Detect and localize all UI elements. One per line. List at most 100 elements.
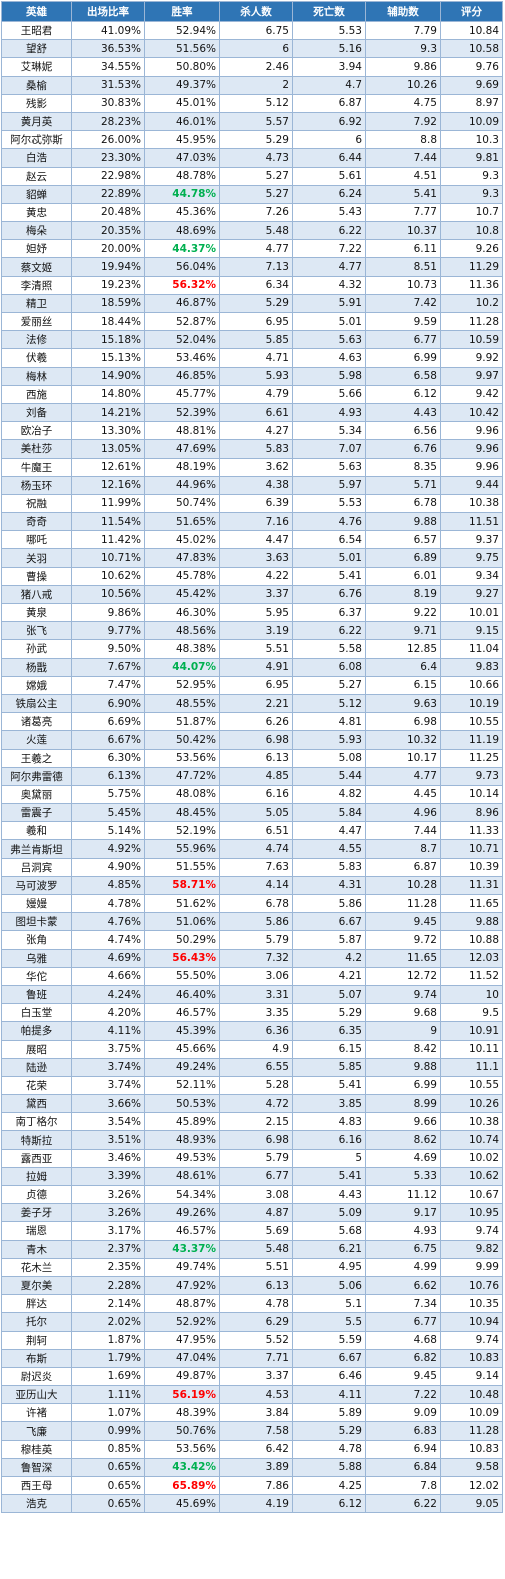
assists-cell: 6.99 (365, 1075, 441, 1096)
assists-cell: 8.99 (365, 1094, 441, 1114)
score-cell: 11.51 (440, 512, 503, 532)
assists-cell: 7.42 (365, 293, 441, 314)
pick-rate-cell: 23.30% (71, 148, 145, 168)
assists-cell: 6.83 (365, 1421, 441, 1441)
win-rate-cell: 49.24% (144, 1057, 220, 1077)
pick-rate-cell: 30.83% (71, 93, 145, 113)
hero-cell: 图坦卡蒙 (1, 912, 72, 932)
pick-rate-cell: 19.94% (71, 257, 145, 277)
deaths-cell: 5.83 (292, 857, 366, 877)
header-score[interactable]: 评分 (440, 1, 503, 22)
assists-cell: 7.92 (365, 111, 441, 132)
hero-cell: 西王母 (1, 1475, 72, 1496)
table-row: 阿尔弗雷德 6.13% 47.72% 4.85 5.44 4.77 9.73 (1, 766, 503, 786)
assists-cell: 6.75 (365, 1239, 441, 1259)
score-cell: 9.3 (440, 166, 503, 186)
table-row: 曹操 10.62% 45.78% 4.22 5.41 6.01 9.34 (1, 566, 503, 586)
assists-cell: 9.45 (365, 912, 441, 932)
deaths-cell: 5.93 (292, 730, 366, 750)
win-rate-cell: 55.50% (144, 966, 220, 986)
assists-cell: 9.09 (365, 1403, 441, 1423)
table-row: 瑞恩 3.17% 46.57% 5.69 5.68 4.93 9.74 (1, 1221, 503, 1241)
win-rate-cell: 49.37% (144, 75, 220, 95)
score-cell: 10.7 (440, 202, 503, 223)
score-cell: 9.75 (440, 548, 503, 568)
header-win-rate[interactable]: 胜率 (144, 1, 220, 22)
deaths-cell: 6.67 (292, 1348, 366, 1368)
win-rate-cell: 53.56% (144, 1439, 220, 1459)
pick-rate-cell: 4.24% (71, 984, 145, 1005)
win-rate-cell: 48.69% (144, 221, 220, 241)
win-rate-cell: 52.87% (144, 311, 220, 332)
pick-rate-cell: 14.21% (71, 402, 145, 423)
deaths-cell: 4.93 (292, 402, 366, 423)
deaths-cell: 5.91 (292, 293, 366, 314)
table-row: 法修 15.18% 52.04% 5.85 5.63 6.77 10.59 (1, 330, 503, 350)
table-row: 张角 4.74% 50.29% 5.79 5.87 9.72 10.88 (1, 930, 503, 950)
table-row: 牛魔王 12.61% 48.19% 3.62 5.63 8.35 9.96 (1, 457, 503, 477)
pick-rate-cell: 4.78% (71, 893, 145, 914)
pick-rate-cell: 3.75% (71, 1039, 145, 1059)
header-assists[interactable]: 辅助数 (365, 1, 441, 22)
win-rate-cell: 45.39% (144, 1021, 220, 1041)
assists-cell: 9.71 (365, 621, 441, 641)
pick-rate-cell: 14.90% (71, 366, 145, 386)
score-cell: 10.94 (440, 1312, 503, 1332)
win-rate-cell: 58.71% (144, 875, 220, 896)
win-rate-cell: 51.06% (144, 912, 220, 932)
assists-cell: 4.99 (365, 1257, 441, 1277)
pick-rate-cell: 2.37% (71, 1239, 145, 1259)
assists-cell: 7.8 (365, 1475, 441, 1496)
table-header: 英雄 出场比率 胜率 杀人数 死亡数 辅助数 评分 (1, 1, 503, 22)
hero-cell: 猪八戒 (1, 584, 72, 605)
header-pick-rate[interactable]: 出场比率 (71, 1, 145, 22)
deaths-cell: 6.67 (292, 912, 366, 932)
pick-rate-cell: 3.54% (71, 1112, 145, 1132)
score-cell: 10.35 (440, 1294, 503, 1314)
deaths-cell: 5.09 (292, 1203, 366, 1223)
win-rate-cell: 52.92% (144, 1312, 220, 1332)
header-hero[interactable]: 英雄 (1, 1, 72, 22)
hero-cell: 铁扇公主 (1, 693, 72, 714)
kills-cell: 6.95 (219, 311, 293, 332)
table-row: 夏尔美 2.28% 47.92% 6.13 5.06 6.62 10.76 (1, 1275, 503, 1296)
kills-cell: 5.12 (219, 93, 293, 113)
header-deaths[interactable]: 死亡数 (292, 1, 366, 22)
kills-cell: 3.63 (219, 548, 293, 568)
hero-cell: 刘备 (1, 402, 72, 423)
kills-cell: 5.57 (219, 111, 293, 132)
assists-cell: 9.22 (365, 602, 441, 623)
win-rate-cell: 52.11% (144, 1075, 220, 1096)
pick-rate-cell: 10.56% (71, 584, 145, 605)
deaths-cell: 6 (292, 130, 366, 150)
assists-cell: 8.35 (365, 457, 441, 477)
win-rate-cell: 48.93% (144, 1130, 220, 1150)
pick-rate-cell: 5.14% (71, 821, 145, 841)
table-row: 铁扇公主 6.90% 48.55% 2.21 5.12 9.63 10.19 (1, 693, 503, 714)
hero-cell: 爱丽丝 (1, 311, 72, 332)
pick-rate-cell: 4.76% (71, 912, 145, 932)
pick-rate-cell: 7.67% (71, 657, 145, 677)
pick-rate-cell: 3.26% (71, 1184, 145, 1205)
table-row: 马可波罗 4.85% 58.71% 4.14 4.31 10.28 11.31 (1, 875, 503, 896)
win-rate-cell: 49.74% (144, 1257, 220, 1277)
pick-rate-cell: 4.92% (71, 839, 145, 859)
kills-cell: 4.79 (219, 384, 293, 404)
score-cell: 10.55 (440, 1075, 503, 1096)
table-row: 吕洞宾 4.90% 51.55% 7.63 5.83 6.87 10.39 (1, 857, 503, 877)
kills-cell: 6.61 (219, 402, 293, 423)
pick-rate-cell: 18.44% (71, 311, 145, 332)
win-rate-cell: 45.66% (144, 1039, 220, 1059)
win-rate-cell: 56.32% (144, 275, 220, 295)
pick-rate-cell: 13.30% (71, 421, 145, 441)
hero-cell: 貂蝉 (1, 184, 72, 204)
deaths-cell: 6.22 (292, 621, 366, 641)
kills-cell: 3.37 (219, 1366, 293, 1387)
assists-cell: 9.66 (365, 1112, 441, 1132)
kills-cell: 6.29 (219, 1312, 293, 1332)
pick-rate-cell: 6.13% (71, 766, 145, 786)
pick-rate-cell: 9.77% (71, 621, 145, 641)
header-kills[interactable]: 杀人数 (219, 1, 293, 22)
hero-cell: 青木 (1, 1239, 72, 1259)
pick-rate-cell: 4.20% (71, 1003, 145, 1023)
